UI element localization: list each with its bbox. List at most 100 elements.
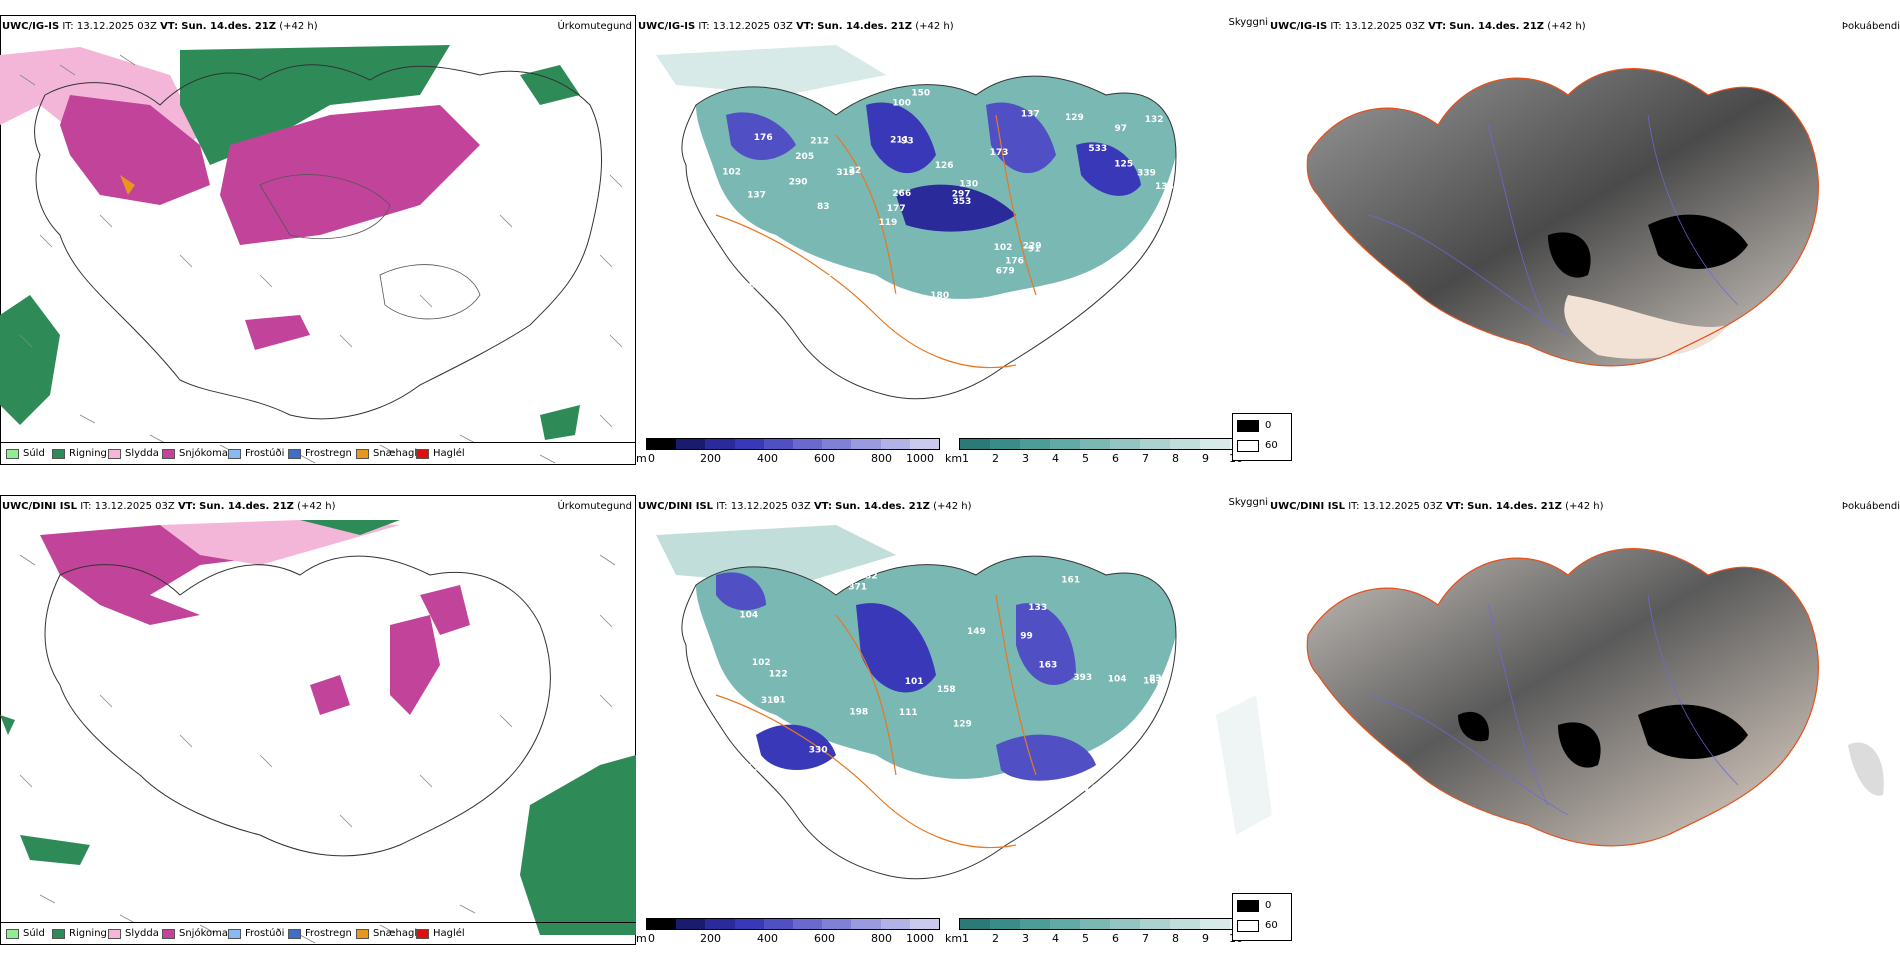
visibility-value-label: 104 bbox=[1108, 674, 1127, 684]
fog-swatch-black bbox=[1237, 420, 1259, 432]
visibility-value-label: 122 bbox=[769, 670, 788, 680]
km-bar bbox=[959, 918, 1261, 930]
legend-item: Haglél bbox=[416, 448, 465, 459]
precip-type-map bbox=[0, 520, 636, 944]
visibility-value-label: 102 bbox=[722, 168, 741, 178]
fog-panel-row1: UWC/IG-IS IT: 13.12.2025 03Z VT: Sun. 14… bbox=[1232, 15, 1900, 465]
swatch-freezing-rain bbox=[288, 448, 301, 459]
visibility-value-label: 330 bbox=[809, 745, 828, 755]
visibility-value-label: 85 bbox=[1102, 299, 1115, 309]
m-tick: 600 bbox=[814, 932, 835, 945]
swatch-freezing-drizzle bbox=[228, 928, 241, 939]
panel-title: UWC/DINI ISL IT: 13.12.2025 03Z VT: Sun.… bbox=[638, 501, 972, 512]
visibility-value-label: 310 bbox=[761, 696, 780, 706]
visibility-value-label: 120 bbox=[768, 345, 787, 355]
visibility-value-label: 292 bbox=[733, 333, 752, 343]
visibility-value-label: 995 bbox=[749, 281, 768, 291]
visibility-value-label: 13 bbox=[729, 316, 742, 326]
legend-item: Slydda bbox=[108, 928, 159, 939]
fog-swatch-white bbox=[1237, 440, 1259, 452]
visibility-value-label: 205 bbox=[795, 152, 814, 162]
legend-item: Snæhagl bbox=[356, 928, 417, 939]
visibility-value-label: 266 bbox=[892, 189, 911, 199]
precip-type-map bbox=[0, 45, 623, 464]
panel-title: UWC/DINI ISL IT: 13.12.2025 03Z VT: Sun.… bbox=[2, 501, 336, 512]
visibility-colorbar-m: m 0 200 400 600 800 1000 bbox=[636, 918, 941, 946]
panel-type-label: Úrkomutegund bbox=[557, 21, 632, 32]
visibility-value-label: 101 bbox=[905, 677, 924, 687]
km-tick: 5 bbox=[1082, 932, 1089, 945]
visibility-value-label: 78 bbox=[938, 341, 951, 351]
visibility-value-label: 149 bbox=[967, 627, 986, 637]
swatch-snow bbox=[162, 928, 175, 939]
panel-title: UWC/IG-IS IT: 13.12.2025 03Z VT: Sun. 14… bbox=[1270, 21, 1586, 32]
m-tick: 600 bbox=[814, 452, 835, 465]
visibility-value-label: 146 bbox=[1084, 784, 1103, 794]
km-tick: 8 bbox=[1172, 452, 1179, 465]
visibility-value-label: 214 bbox=[762, 276, 781, 286]
visibility-value-label: 126 bbox=[935, 161, 954, 171]
visibility-value-label: 533 bbox=[1088, 144, 1107, 154]
km-unit: km bbox=[945, 932, 963, 945]
swatch-snow-pellets bbox=[356, 448, 369, 459]
fog-legend: 0 60 bbox=[1232, 413, 1292, 461]
km-tick: 7 bbox=[1142, 452, 1149, 465]
km-bar bbox=[959, 438, 1261, 450]
visibility-value-label: 102 bbox=[994, 243, 1013, 253]
visibility-value-label: 212 bbox=[810, 137, 829, 147]
visibility-value-label: 198 bbox=[849, 708, 868, 718]
map-frame bbox=[0, 15, 636, 465]
visibility-value-label: 158 bbox=[937, 685, 956, 695]
fog-label-white: 60 bbox=[1265, 440, 1278, 451]
visibility-value-label: 177 bbox=[887, 204, 906, 214]
fog-panel-row2: UWC/DINI ISL IT: 13.12.2025 03Z VT: Sun.… bbox=[1232, 495, 1900, 945]
visibility-colorbar-m: m 0 200 400 600 800 1000 bbox=[636, 438, 941, 466]
visibility-value-label: 22 bbox=[849, 166, 862, 176]
fog-swatch-white bbox=[1237, 920, 1259, 932]
m-tick: 400 bbox=[757, 452, 778, 465]
visibility-value-label: 339 bbox=[1137, 169, 1156, 179]
m-bar bbox=[646, 438, 940, 450]
visibility-value-label: 195 bbox=[887, 293, 906, 303]
swatch-rain bbox=[52, 928, 65, 939]
m-tick: 800 bbox=[871, 452, 892, 465]
visibility-value-label: 204 bbox=[811, 324, 830, 334]
visibility-value-label: 99 bbox=[1020, 631, 1033, 641]
m-tick: 0 bbox=[648, 932, 655, 945]
visibility-map-row2: 132 133 167 111 129 91 104 99 233 149 158 168 371 198… bbox=[656, 525, 1272, 880]
visibility-value-label: 189 bbox=[1107, 327, 1126, 337]
swatch-freezing-rain bbox=[288, 928, 301, 939]
visibility-value-labels: 189 137 97 119 173 138 211 126 214 22 13 104 93 130 91… bbox=[722, 89, 1174, 355]
m-tick: 200 bbox=[700, 932, 721, 945]
visibility-value-label: 111 bbox=[899, 708, 918, 718]
swatch-sleet bbox=[108, 448, 121, 459]
visibility-value-label: 138 bbox=[1072, 327, 1091, 337]
visibility-value-label: 133 bbox=[1028, 603, 1047, 613]
swatch-drizzle bbox=[6, 928, 19, 939]
visibility-value-label: 125 bbox=[1114, 160, 1133, 170]
m-tick: 400 bbox=[757, 932, 778, 945]
visibility-value-label: 91 bbox=[1028, 245, 1041, 255]
panel-title: UWC/DINI ISL IT: 13.12.2025 03Z VT: Sun.… bbox=[1270, 501, 1604, 512]
km-unit: km bbox=[945, 452, 963, 465]
visibility-value-labels: 132 133 167 111 129 91 104 99 233 149 158 168 371 198… bbox=[724, 571, 1162, 836]
visibility-value-label: 132 bbox=[1145, 115, 1164, 125]
panel-title: UWC/IG-IS IT: 13.12.2025 03Z VT: Sun. 14… bbox=[638, 21, 954, 32]
km-tick: 2 bbox=[992, 452, 999, 465]
panel-type-label: Úrkomutegund bbox=[557, 501, 632, 512]
m-tick: 0 bbox=[648, 452, 655, 465]
visibility-value-label: 123 bbox=[795, 291, 814, 301]
km-tick: 1 bbox=[962, 932, 969, 945]
visibility-value-label: 679 bbox=[996, 267, 1015, 277]
visibility-value-label: 129 bbox=[1065, 113, 1084, 123]
km-tick: 6 bbox=[1112, 932, 1119, 945]
fog-map-row2 bbox=[1306, 548, 1884, 847]
panel-type-label: Þokuábendi bbox=[1841, 21, 1900, 32]
panel-type-label: Skyggni bbox=[1228, 497, 1268, 508]
m-unit: m bbox=[636, 452, 647, 465]
visibility-value-label: 100 bbox=[892, 98, 911, 108]
legend-item: Frostúði bbox=[228, 448, 284, 459]
swatch-sleet bbox=[108, 928, 121, 939]
fog-label-black: 0 bbox=[1265, 900, 1272, 911]
km-tick: 8 bbox=[1172, 932, 1179, 945]
